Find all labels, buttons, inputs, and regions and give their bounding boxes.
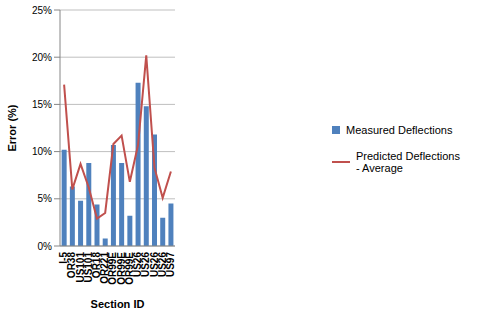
svg-text:US97: US97 xyxy=(165,252,176,277)
svg-text:10%: 10% xyxy=(32,146,52,157)
html-text:Predicted Deflections - Averag: Predicted Deflections - Average xyxy=(356,150,460,174)
svg-text:US101: US101 xyxy=(74,252,86,283)
svg-text:US26: US26 xyxy=(148,252,160,277)
svg-text:I-5: I-5 xyxy=(58,252,70,264)
svg-text:Section ID: Section ID xyxy=(91,298,145,310)
svg-text:US26: US26 xyxy=(132,252,144,277)
svg-text:OR99E: OR99E xyxy=(123,252,135,285)
svg-text:US101: US101 xyxy=(82,252,94,283)
svg-text:20%: 20% xyxy=(32,52,52,63)
svg-text:15%: 15% xyxy=(32,99,52,110)
svg-text:US26: US26 xyxy=(140,252,152,277)
svg-text:OR99E: OR99E xyxy=(115,252,127,285)
svg-text:25%: 25% xyxy=(32,5,52,16)
svg-text:Error (%): Error (%) xyxy=(8,104,18,151)
svg-text:OR221: OR221 xyxy=(99,252,111,284)
html-text:Measured Deflections: Measured Deflections xyxy=(346,124,453,136)
svg-text:OR99E: OR99E xyxy=(107,252,119,285)
svg-text:US26: US26 xyxy=(156,252,168,277)
svg-text:5%: 5% xyxy=(38,193,53,204)
svg-text:OR38: OR38 xyxy=(66,252,78,279)
svg-text:OR18: OR18 xyxy=(91,252,103,279)
svg-text:0%: 0% xyxy=(38,241,53,252)
